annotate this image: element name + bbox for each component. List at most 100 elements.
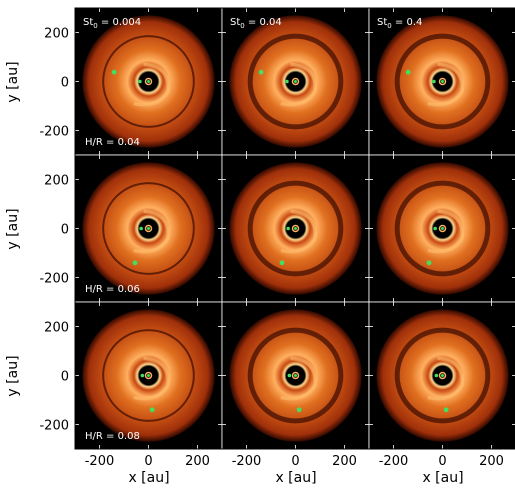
y-tick-label: -200 <box>39 419 69 434</box>
companion-marker <box>434 373 439 378</box>
panel-r2-c3 <box>368 154 515 303</box>
tick-labels: 200 0 -200 200 0 -200 200 0 -200 -200 0 200 -200 0 200… <box>39 27 503 470</box>
y-tick-label: 0 <box>61 223 69 238</box>
central-star-dot <box>441 80 444 83</box>
spiral-arm <box>133 209 170 254</box>
y-tick-label: -200 <box>39 125 69 140</box>
central-star-dot <box>294 374 297 377</box>
figure-frame <box>74 7 515 450</box>
panel-r1-c3: St0 = 0.4 <box>368 7 515 156</box>
y-tick-label: -200 <box>39 272 69 287</box>
panel-r2-c2 <box>221 154 370 303</box>
aspect-ratio-label-row-2: H/R = 0.06 <box>85 284 140 295</box>
y-tick-label: 200 <box>44 27 69 42</box>
aspect-ratio-label-row-3: H/R = 0.08 <box>85 431 140 442</box>
y-axis-title-row-1: y [au] <box>5 61 21 102</box>
central-star-marker <box>144 371 153 380</box>
y-tick-label: 0 <box>61 76 69 91</box>
panel-r1-c1: St0 = 0.004 H/R = 0.04 <box>74 7 223 156</box>
stokes-label-value: = 0.04 <box>245 17 282 28</box>
panel-r3-c2 <box>221 301 370 450</box>
y-tick-label: 0 <box>61 370 69 385</box>
panel-r3-c3 <box>368 301 515 450</box>
central-star-dot <box>294 80 297 83</box>
planet-marker <box>111 69 117 75</box>
x-tick-label: 0 <box>144 454 152 469</box>
stokes-label-subscript: 0 <box>240 22 244 30</box>
central-star-dot <box>441 374 444 377</box>
gap-ring <box>102 329 195 422</box>
panel-r2-c1: H/R = 0.06 <box>74 154 223 303</box>
central-star-dot <box>147 227 150 230</box>
planet-marker <box>279 260 285 266</box>
x-tick-label: 200 <box>332 454 357 469</box>
spiral-arm <box>427 209 464 254</box>
x-tick-label: -200 <box>85 454 115 469</box>
panel-r1-c2: St0 = 0.04 <box>221 7 370 156</box>
gap-ring <box>247 33 344 130</box>
stokes-label-col-2: St0 = 0.04 <box>230 17 282 30</box>
gap-ring <box>102 35 195 128</box>
central-star-marker <box>144 224 153 233</box>
spiral-arm <box>280 356 317 401</box>
stokes-label-value: = 0.4 <box>392 17 423 28</box>
spiral-arm <box>280 62 317 107</box>
planet-marker <box>296 407 302 413</box>
gap-ring <box>394 33 491 130</box>
spiral-arm <box>133 356 170 401</box>
y-axis-title-row-3: y [au] <box>5 355 21 396</box>
spiral-arm <box>427 356 464 401</box>
central-star-marker <box>291 77 300 86</box>
x-axis-title-col-1: x [au] <box>128 470 169 486</box>
y-tick-label: 200 <box>44 174 69 189</box>
companion-marker <box>285 79 289 84</box>
x-tick-label: 200 <box>479 454 504 469</box>
central-star-dot <box>147 374 150 377</box>
central-star-dot <box>441 227 444 230</box>
stokes-label-base: St <box>230 17 240 28</box>
stokes-label-col-1: St0 = 0.004 <box>83 17 141 30</box>
central-star-marker <box>144 77 153 86</box>
planet-marker <box>258 69 264 75</box>
companion-marker <box>138 79 142 84</box>
x-axis-title-col-2: x [au] <box>275 470 316 486</box>
gap-ring <box>102 182 195 275</box>
central-star-marker <box>291 371 300 380</box>
stokes-label-subscript: 0 <box>93 22 97 30</box>
companion-marker <box>433 226 437 231</box>
companion-marker <box>286 226 290 231</box>
planet-marker <box>426 260 432 266</box>
stokes-label-base: St <box>83 17 93 28</box>
y-axis-title-row-2: y [au] <box>5 208 21 249</box>
stokes-label-subscript: 0 <box>387 22 391 30</box>
x-tick-label: 200 <box>185 454 210 469</box>
planet-marker <box>149 407 155 413</box>
x-axis-title-col-3: x [au] <box>422 470 463 486</box>
companion-marker <box>139 226 143 231</box>
stokes-label-base: St <box>377 17 387 28</box>
companion-marker <box>140 373 145 378</box>
central-star-marker <box>291 224 300 233</box>
x-tick-label: -200 <box>379 454 409 469</box>
spiral-arm <box>133 62 170 107</box>
central-star-dot <box>147 80 150 83</box>
x-tick-label: -200 <box>232 454 262 469</box>
central-star-dot <box>294 227 297 230</box>
central-star-marker <box>438 77 447 86</box>
x-tick-label: 0 <box>291 454 299 469</box>
companion-marker <box>287 373 292 378</box>
x-tick-label: 0 <box>438 454 446 469</box>
companion-marker <box>432 79 436 84</box>
central-star-marker <box>438 224 447 233</box>
stokes-label-value: = 0.004 <box>98 17 141 28</box>
planet-marker <box>132 260 138 266</box>
stokes-label-col-3: St0 = 0.4 <box>377 17 422 30</box>
gap-ring <box>394 327 491 424</box>
aspect-ratio-label-row-1: H/R = 0.04 <box>85 137 140 148</box>
planet-marker <box>443 407 449 413</box>
panel-r3-c1: H/R = 0.08 <box>74 301 223 450</box>
gap-ring <box>394 180 491 277</box>
y-tick-label: 200 <box>44 321 69 336</box>
spiral-arm <box>427 62 464 107</box>
